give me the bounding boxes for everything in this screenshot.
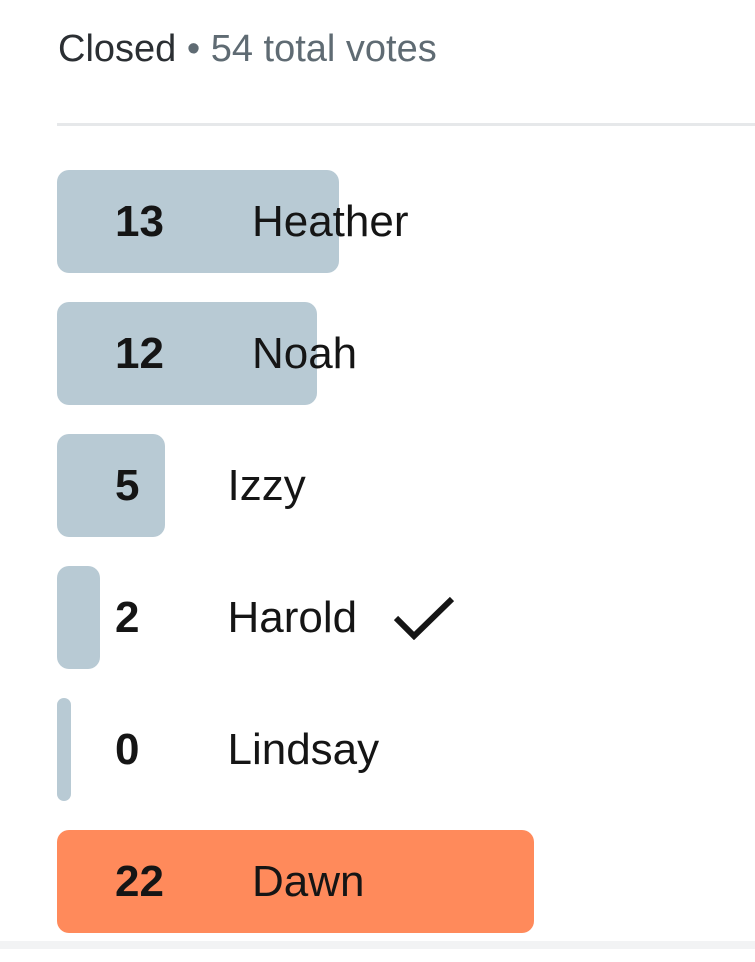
vote-count: 13: [115, 196, 164, 246]
vote-bar: [57, 302, 318, 405]
option-name: Heather: [251, 196, 409, 246]
poll-option: 13 Heather: [57, 170, 755, 273]
vote-bar: [57, 566, 101, 669]
vote-count: 5: [115, 460, 140, 510]
poll-option: 5 Izzy: [57, 434, 755, 537]
option-name: Noah: [251, 328, 358, 378]
divider: [57, 123, 755, 126]
vote-count: 2: [115, 592, 140, 642]
bottom-edge: [0, 941, 755, 949]
option-name: Izzy: [227, 460, 306, 510]
vote-bar: [57, 170, 339, 273]
poll-option: 22 Dawn: [57, 830, 755, 933]
option-name: Harold: [227, 592, 358, 642]
vote-count: 0: [115, 724, 140, 774]
option-name: Lindsay: [227, 724, 380, 774]
poll-option: 2 Harold: [57, 566, 755, 669]
vote-bar: [57, 434, 166, 537]
vote-count: 12: [115, 328, 164, 378]
poll-options: 13 Heather 12 Noah 5 Izzy 2 Harold: [57, 170, 755, 962]
total-votes: 54 total votes: [210, 28, 437, 70]
vote-bar: [57, 698, 71, 801]
vote-count: 22: [115, 856, 164, 906]
poll-summary: Closed • 54 total votes: [58, 28, 437, 71]
separator: •: [176, 28, 211, 70]
poll-status: Closed: [58, 28, 177, 70]
checkmark-icon: [393, 596, 455, 640]
option-name: Dawn: [251, 856, 365, 906]
vote-bar: [57, 830, 534, 933]
poll-option: 0 Lindsay: [57, 698, 755, 801]
poll-option: 12 Noah: [57, 302, 755, 405]
